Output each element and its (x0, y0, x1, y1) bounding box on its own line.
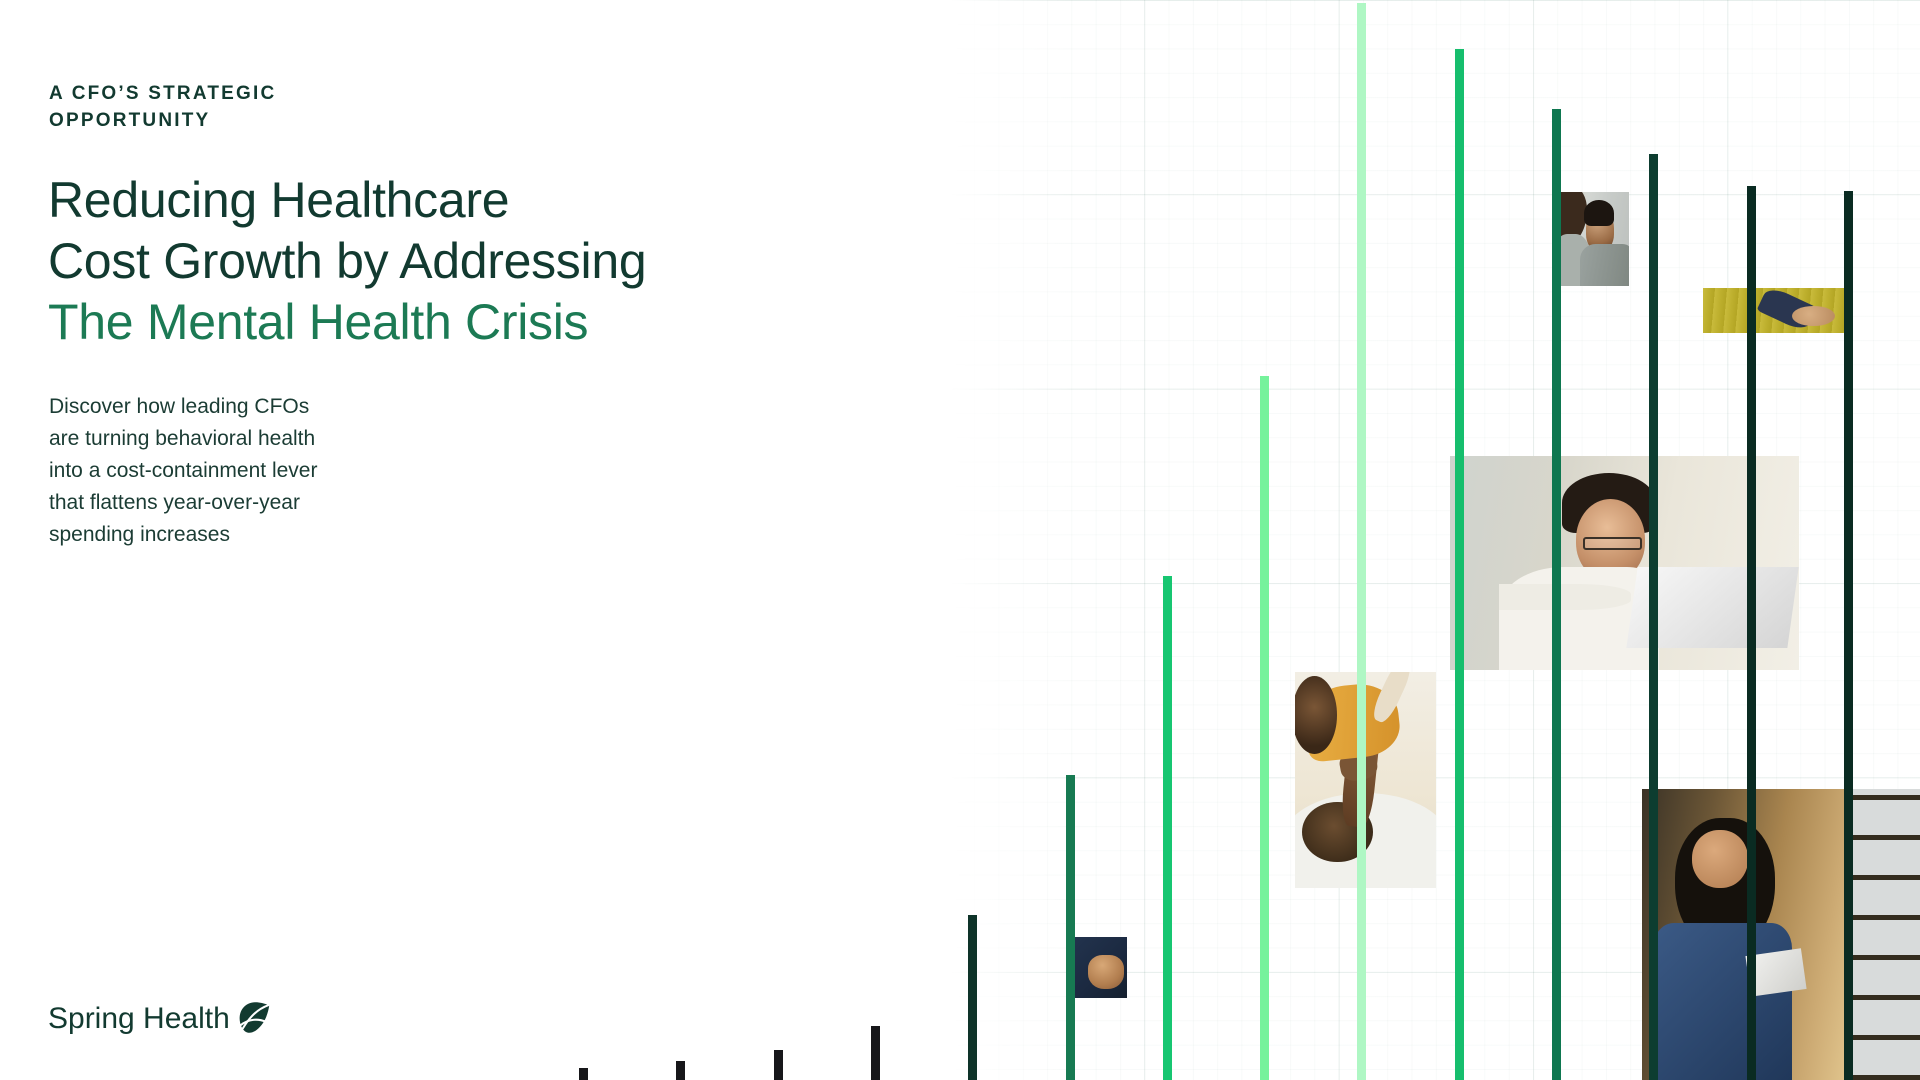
svg-text:Spring Health: Spring Health (48, 1002, 230, 1035)
